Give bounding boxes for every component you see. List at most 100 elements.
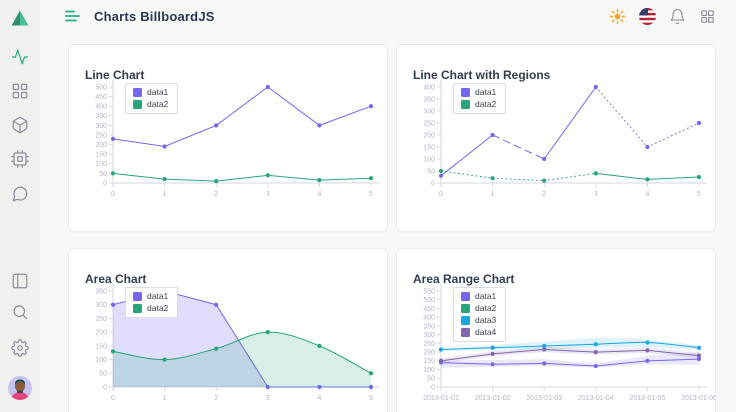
hamburger-icon [64, 7, 82, 25]
svg-text:200: 200 [423, 349, 435, 356]
svg-text:2013-01-05: 2013-01-05 [629, 395, 665, 402]
svg-text:5: 5 [369, 191, 373, 198]
legend-item-data1[interactable]: data1 [461, 292, 496, 301]
legend-swatch [461, 328, 470, 337]
svg-text:4: 4 [317, 191, 321, 198]
sidebar-item-box[interactable] [11, 116, 29, 134]
legend-item-data2[interactable]: data2 [133, 100, 168, 109]
legend-swatch [461, 88, 470, 97]
apps-grid-icon[interactable] [699, 8, 716, 25]
svg-text:2013-01-01: 2013-01-01 [423, 395, 459, 402]
svg-text:50: 50 [427, 376, 435, 383]
svg-text:4: 4 [317, 395, 321, 402]
box-icon [11, 116, 29, 134]
svg-text:2: 2 [214, 191, 218, 198]
sidebar-item-layout[interactable] [11, 272, 29, 290]
svg-text:400: 400 [95, 104, 107, 111]
legend-item-data3[interactable]: data3 [461, 316, 496, 325]
bell-icon[interactable] [669, 8, 686, 25]
legend-label: data4 [475, 328, 496, 337]
page-title: Charts BillboardJS [94, 9, 215, 24]
legend-label: data2 [147, 304, 168, 313]
legend-item-data4[interactable]: data4 [461, 328, 496, 337]
svg-text:350: 350 [423, 96, 435, 103]
legend-swatch [461, 292, 470, 301]
app-logo[interactable] [10, 8, 30, 28]
legend-swatch [461, 304, 470, 313]
svg-text:2013-01-06: 2013-01-06 [681, 395, 715, 402]
svg-text:50: 50 [427, 168, 435, 175]
legend-label: data1 [147, 88, 168, 97]
legend-item-data2[interactable]: data2 [133, 304, 168, 313]
header: Charts BillboardJS [40, 0, 736, 32]
legend-item-data1[interactable]: data1 [133, 88, 168, 97]
sidebar-item-grid[interactable] [11, 82, 29, 100]
svg-text:300: 300 [423, 108, 435, 115]
svg-text:50: 50 [99, 171, 107, 178]
legend-item-data1[interactable]: data1 [133, 292, 168, 301]
sidebar-item-activity[interactable] [11, 48, 29, 66]
svg-text:350: 350 [95, 113, 107, 120]
line-chart-with-regions: 050100150200250300350400012345data1data2 [397, 77, 715, 217]
sun-icon[interactable] [609, 8, 626, 25]
sidebar-item-settings[interactable] [11, 339, 29, 357]
svg-text:2: 2 [214, 395, 218, 402]
svg-text:0: 0 [111, 395, 115, 402]
svg-text:450: 450 [95, 94, 107, 101]
legend-label: data1 [475, 292, 496, 301]
svg-text:250: 250 [423, 341, 435, 348]
line-chart: 050100150200250300350400450500012345data… [69, 77, 387, 217]
svg-text:2013-01-02: 2013-01-02 [475, 395, 511, 402]
svg-text:150: 150 [95, 343, 107, 350]
us-flag-icon[interactable] [639, 8, 656, 25]
sidebar-item-cpu[interactable] [11, 150, 29, 168]
legend-item-data1[interactable]: data1 [461, 88, 496, 97]
card-area-range-chart: Area Range Chart 05010015020025030035040… [396, 248, 716, 412]
legend-item-data2[interactable]: data2 [461, 304, 496, 313]
svg-text:350: 350 [423, 323, 435, 330]
svg-text:150: 150 [95, 152, 107, 159]
svg-text:100: 100 [95, 161, 107, 168]
menu-toggle-button[interactable] [64, 7, 82, 25]
svg-text:500: 500 [95, 84, 107, 91]
svg-text:0: 0 [431, 180, 435, 187]
svg-text:2: 2 [542, 191, 546, 198]
area-chart: 050100150200250300350012345data1data2 [69, 281, 387, 412]
search-icon [11, 303, 29, 321]
svg-text:300: 300 [95, 123, 107, 130]
card-line-chart: Line Chart 05010015020025030035040045050… [68, 44, 388, 232]
svg-text:100: 100 [95, 357, 107, 364]
legend-item-data2[interactable]: data2 [461, 100, 496, 109]
triangle-logo-icon [10, 8, 30, 28]
sidebar-item-chat[interactable] [11, 185, 29, 203]
legend-label: data1 [475, 88, 496, 97]
user-avatar[interactable] [8, 376, 32, 400]
card-area-chart: Area Chart 050100150200250300350012345da… [68, 248, 388, 412]
legend-swatch [461, 100, 470, 109]
svg-text:1: 1 [163, 395, 167, 402]
svg-text:5: 5 [697, 191, 701, 198]
chat-icon [11, 185, 29, 203]
area-range-chart: 0501001502002503003504004505005502013-01… [397, 281, 715, 412]
legend-swatch [133, 292, 142, 301]
svg-text:300: 300 [95, 302, 107, 309]
layout-sidebar-icon [11, 272, 29, 290]
svg-text:550: 550 [423, 288, 435, 295]
svg-text:4: 4 [645, 191, 649, 198]
svg-text:450: 450 [423, 306, 435, 313]
svg-text:150: 150 [423, 144, 435, 151]
svg-text:1: 1 [163, 191, 167, 198]
svg-text:350: 350 [95, 288, 107, 295]
legend-label: data1 [147, 292, 168, 301]
chart-legend: data1 data2 [125, 83, 178, 114]
header-actions [609, 8, 716, 25]
legend-swatch [461, 316, 470, 325]
legend-label: data3 [475, 316, 496, 325]
chart-legend: data1 data2 [125, 287, 178, 318]
legend-swatch [133, 304, 142, 313]
sidebar-item-search[interactable] [11, 303, 29, 321]
svg-text:3: 3 [266, 395, 270, 402]
activity-icon [11, 48, 29, 66]
legend-label: data2 [475, 100, 496, 109]
svg-text:250: 250 [95, 316, 107, 323]
